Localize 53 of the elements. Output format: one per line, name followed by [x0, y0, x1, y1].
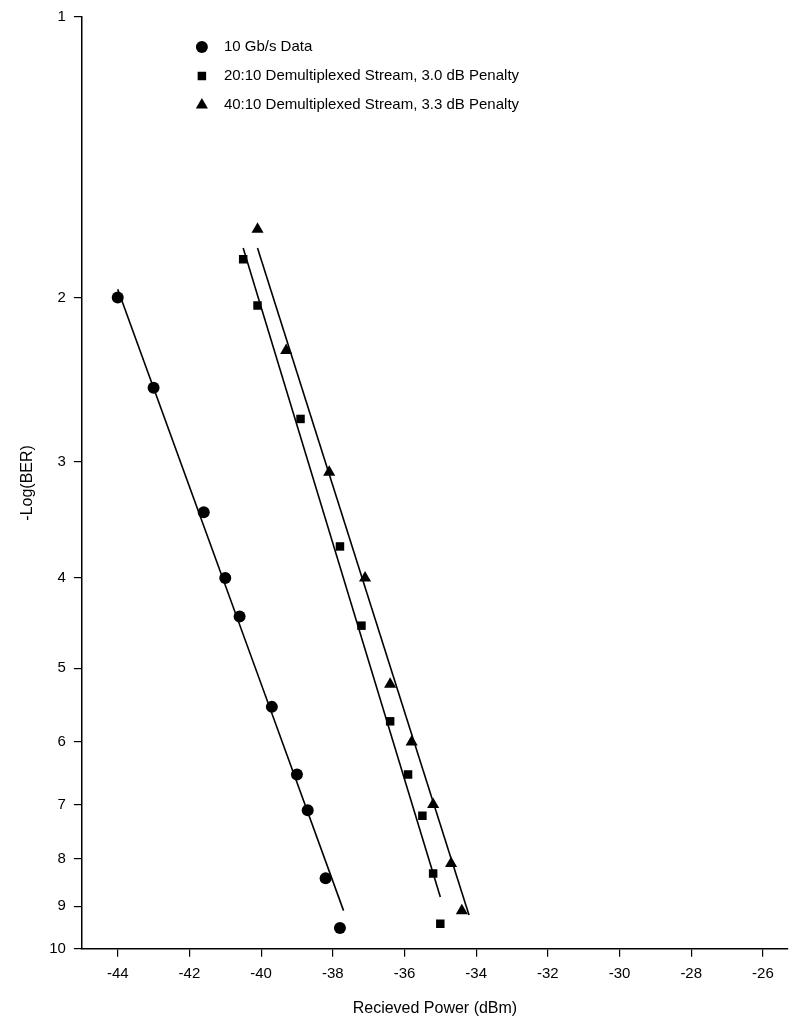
y-tick-label: 5 [57, 658, 66, 676]
point [147, 381, 160, 394]
x-tick-label: -34 [465, 963, 488, 981]
point [418, 811, 427, 821]
point [445, 856, 458, 868]
point [301, 804, 314, 817]
point [296, 414, 305, 424]
point [403, 770, 413, 779]
legend-label: 20:10 Demultiplexed Stream, 3.0 dB Penalty [223, 66, 520, 84]
x-tick-label: -44 [106, 963, 129, 981]
point [219, 572, 232, 584]
x-tick-label: -26 [752, 963, 774, 981]
point [385, 717, 395, 726]
point [335, 542, 345, 551]
point [428, 869, 438, 878]
y-tick-label: 7 [57, 794, 66, 812]
y-tick-label: 9 [57, 896, 66, 914]
point [405, 735, 418, 746]
x-tick-label: -32 [537, 963, 559, 981]
point [323, 465, 336, 476]
legend-label: 40:10 Demultiplexed Stream, 3.3 dB Penalty [223, 95, 520, 113]
point [333, 922, 346, 935]
point [233, 610, 246, 623]
x-tick-label: -40 [250, 963, 272, 981]
y-tick-label: 4 [57, 568, 66, 586]
y-tick-label: 10 [49, 938, 66, 956]
point [197, 506, 210, 519]
y-tick-label: 8 [57, 848, 66, 866]
point [251, 222, 264, 233]
point [427, 797, 440, 808]
y-tick-label: 1 [57, 7, 66, 25]
y-axis-title: -Log(BER) [18, 445, 36, 521]
point [290, 768, 303, 781]
point [238, 255, 248, 264]
point [357, 621, 366, 630]
point [265, 700, 278, 713]
y-tick-label: 6 [57, 732, 66, 750]
point [455, 903, 468, 915]
y-tick-label: 3 [57, 451, 66, 469]
point [253, 301, 262, 310]
x-axis-title: Recieved Power (dBm) [352, 998, 518, 1016]
x-tick-label: -38 [321, 963, 344, 981]
point [319, 872, 332, 885]
x-tick-label: -36 [393, 963, 416, 981]
x-tick-label: -30 [608, 963, 631, 981]
legend-label: 10 Gb/s Data [223, 37, 313, 55]
y-tick-label: 2 [57, 287, 66, 305]
point [384, 677, 397, 688]
point [111, 291, 124, 304]
x-tick-label: -28 [680, 963, 703, 981]
x-tick-label: -42 [178, 963, 201, 981]
point [436, 919, 445, 928]
point [280, 343, 293, 355]
